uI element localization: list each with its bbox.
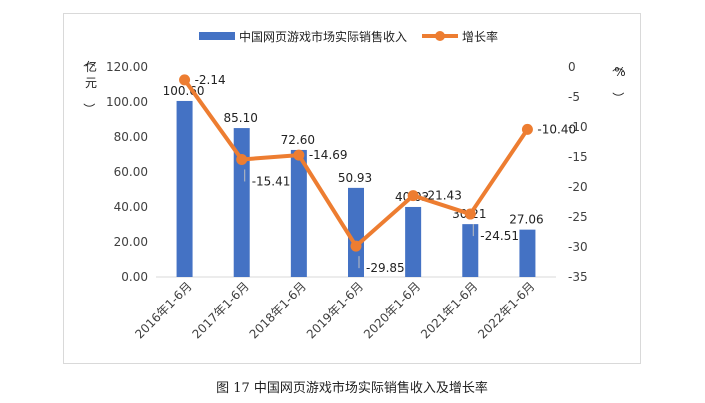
x-tick-label: 2019年1-6月: [304, 279, 366, 341]
y-left-tick-label: 0.00: [121, 270, 148, 284]
x-tick-label: 2021年1-6月: [418, 279, 480, 341]
growth-value-label: -14.69: [309, 148, 348, 162]
bar-value-label: 72.60: [281, 133, 315, 147]
bar: [176, 100, 193, 277]
growth-point: [293, 149, 305, 161]
growth-point: [179, 74, 191, 86]
y-left-tick-label: 80.00: [114, 130, 148, 144]
x-tick-label: 2020年1-6月: [361, 279, 423, 341]
growth-value-label: -29.85: [366, 261, 405, 275]
y-right-axis-title: （%）: [611, 60, 626, 104]
legend: 中国网页游戏市场实际销售收入 增长率: [199, 29, 498, 44]
bar-value-label: 27.06: [509, 213, 543, 227]
bar-value-label: 85.10: [224, 111, 258, 125]
y-left-ticks: 0.00 20.00 40.00 60.00 80.00 100.00 120.00: [106, 60, 148, 284]
y-right-tick-label: -10: [568, 120, 588, 134]
y-right-tick-label: -25: [568, 210, 588, 224]
y-left-tick-label: 60.00: [114, 165, 148, 179]
growth-point: [350, 240, 362, 252]
x-ticks: 2016年1-6月2017年1-6月2018年1-6月2019年1-6月2020…: [132, 279, 537, 341]
y-right-tick-label: -5: [568, 90, 580, 104]
chart-frame: [63, 13, 641, 364]
growth-value-label: -21.43: [423, 189, 462, 203]
y-left-axis-title: （亿元）: [82, 55, 97, 115]
y-right-ticks: 0 -5 -10 -15 -20 -25 -30 -35: [568, 60, 588, 284]
x-tick-label: 2016年1-6月: [132, 279, 194, 341]
legend-line-label: 增长率: [462, 29, 498, 44]
growth-value-label: -10.40: [537, 122, 576, 136]
y-left-tick-label: 20.00: [114, 235, 148, 249]
bars: [176, 100, 536, 277]
growth-point: [464, 208, 476, 220]
x-tick-label: 2018年1-6月: [247, 279, 309, 341]
growth-point: [521, 123, 533, 135]
growth-point: [407, 190, 419, 202]
growth-value-label: -2.14: [195, 73, 226, 87]
line-labels: -2.14 -15.41 -14.69 -29.85 -21.43 -24.51 -10.4…: [195, 73, 577, 275]
y-right-tick-label: -30: [568, 240, 588, 254]
growth-value-label: -15.41: [252, 174, 291, 188]
bar-value-label: 50.93: [338, 171, 372, 185]
legend-line-marker: [435, 31, 445, 41]
y-left-tick-label: 100.00: [106, 95, 148, 109]
bar: [405, 206, 422, 277]
growth-value-label: -24.51: [480, 229, 519, 243]
y-right-axis-label: （%）: [611, 60, 626, 104]
figure-caption: 图 17 中国网页游戏市场实际销售收入及增长率: [216, 380, 488, 396]
bar: [233, 128, 250, 277]
y-left-tick-label: 120.00: [106, 60, 148, 74]
legend-bar-swatch: [199, 32, 235, 40]
legend-bar-label: 中国网页游戏市场实际销售收入: [239, 29, 407, 44]
y-left-tick-label: 40.00: [114, 200, 148, 214]
x-tick-label: 2022年1-6月: [475, 279, 537, 341]
y-right-tick-label: -35: [568, 270, 588, 284]
bar: [348, 187, 364, 277]
y-right-tick-label: -15: [568, 150, 588, 164]
y-right-tick-label: 0: [568, 60, 576, 74]
y-left-axis-label: （亿元）: [82, 55, 97, 115]
y-right-tick-label: -20: [568, 180, 588, 194]
bar: [462, 224, 479, 277]
bar: [519, 229, 536, 277]
growth-point: [236, 153, 248, 165]
bar: [290, 149, 307, 277]
x-tick-label: 2017年1-6月: [190, 279, 252, 341]
growth-line: [179, 74, 533, 252]
